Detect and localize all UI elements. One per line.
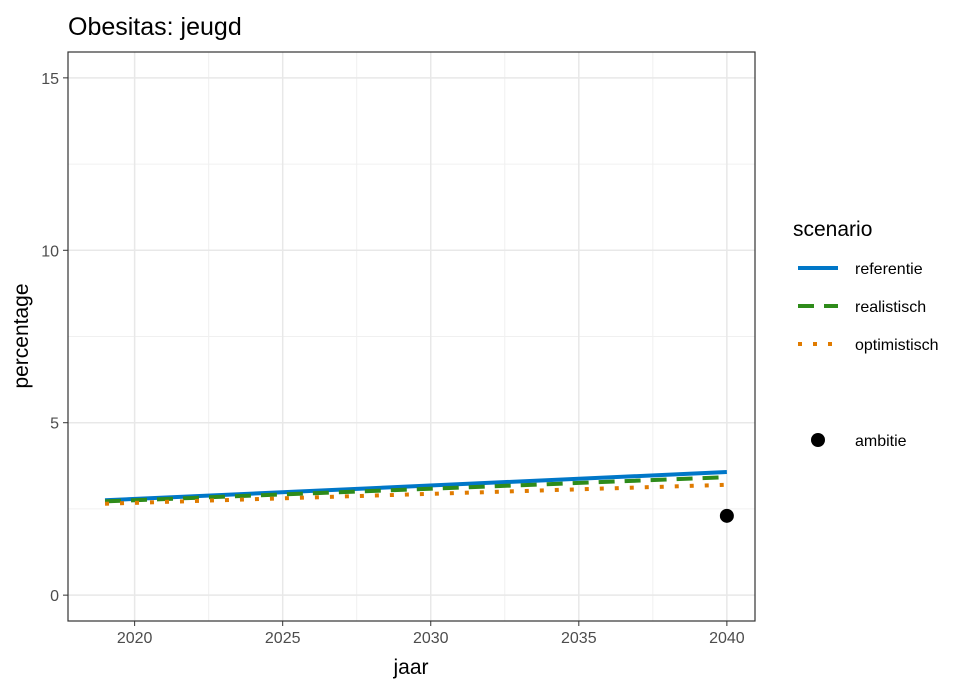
panel-border	[67, 51, 756, 622]
x-tick-label-1: 2025	[265, 630, 301, 647]
legend: scenario referentie realistisch optimistis…	[793, 218, 939, 450]
series-line-referentie	[104, 470, 727, 503]
y-tick-label-3: 15	[41, 71, 59, 88]
legend-title: scenario	[793, 218, 872, 241]
legend-label-referentie: referentie	[855, 261, 923, 278]
y-axis-title: percentage	[10, 283, 33, 388]
y-tick-label-2: 10	[41, 243, 59, 260]
grid	[68, 52, 755, 621]
x-tick-label-0: 2020	[117, 630, 153, 647]
legend-label-realistisch: realistisch	[855, 299, 926, 316]
legend-items: referentie realistisch optimistisch ambitie	[798, 261, 939, 450]
x-tick-label-2: 2030	[413, 630, 449, 647]
y-tick-label-1: 5	[50, 416, 59, 433]
chart-title: Obesitas: jeugd	[68, 13, 242, 41]
x-tick-label-3: 2035	[561, 630, 597, 647]
legend-label-ambitie: ambitie	[855, 433, 907, 450]
series-layer	[104, 470, 734, 523]
legend-label-optimistisch: optimistisch	[855, 337, 939, 354]
legend-key-ambitie	[811, 433, 825, 447]
x-axis-title: jaar	[392, 656, 428, 679]
y-tick-label-0: 0	[50, 588, 59, 605]
axes: 2020 2025 2030 2035 2040 0 5 10 15	[41, 71, 745, 647]
point-ambitie	[719, 508, 734, 523]
x-tick-label-4: 2040	[709, 630, 745, 647]
